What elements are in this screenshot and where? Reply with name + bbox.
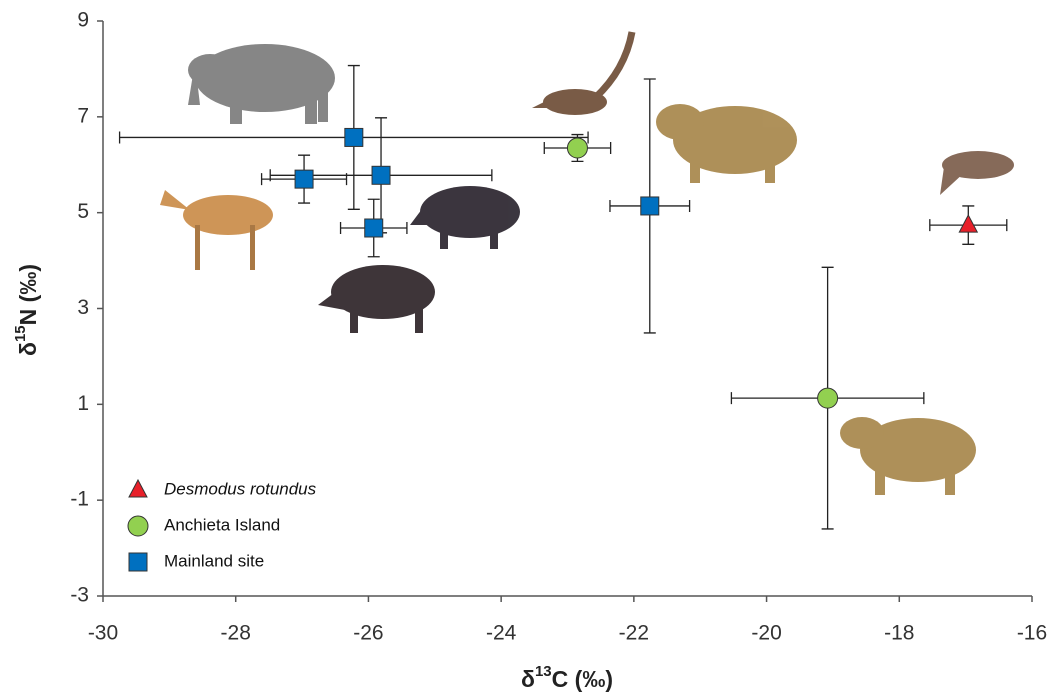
legend-label: Anchieta Island [164,515,280,534]
marker-square [641,197,659,215]
marker-triangle [959,215,977,232]
y-axis-label: δ15N (‰) [12,264,41,356]
y-tick-label: 5 [77,200,89,223]
y-tick-label: -1 [70,488,89,511]
x-tick-label: -20 [751,622,781,645]
y-tick-label: -3 [70,584,89,607]
x-label-part: δ [521,666,535,692]
marker-square [365,219,383,237]
x-tick-label: -28 [221,622,251,645]
y-tick-label: 9 [77,9,89,32]
marker-circle [818,388,838,408]
y-label-part: δ [15,342,41,356]
x-tick-label: -22 [619,622,649,645]
y-label-part: N (‰) [15,264,41,325]
marker-square [295,170,313,188]
y-tick-label: 7 [77,104,89,127]
x-tick-label: -24 [486,622,517,645]
legend-marker [128,516,148,536]
x-label-sup: 13 [535,663,552,680]
chart: δ13C (‰) δ15N (‰) -3-113579-30-28-26-24-… [0,0,1055,696]
y-tick-label: 1 [77,392,89,415]
legend-label: Desmodus rotundus [164,479,317,498]
legend-marker [129,480,147,497]
x-tick-label: -30 [88,622,118,645]
legend-marker [129,553,147,571]
x-tick-label: -16 [1017,622,1047,645]
marker-circle [567,138,587,158]
illustrations [160,32,1014,495]
x-tick-label: -18 [884,622,914,645]
marker-square [372,166,390,184]
x-axis-label: δ13C (‰) [521,663,613,692]
x-label-part: C (‰) [552,666,613,692]
y-label-sup: 15 [12,325,29,342]
legend-label: Mainland site [164,551,264,570]
y-tick-label: 3 [77,296,89,319]
x-tick-label: -26 [353,622,383,645]
marker-square [345,128,363,146]
